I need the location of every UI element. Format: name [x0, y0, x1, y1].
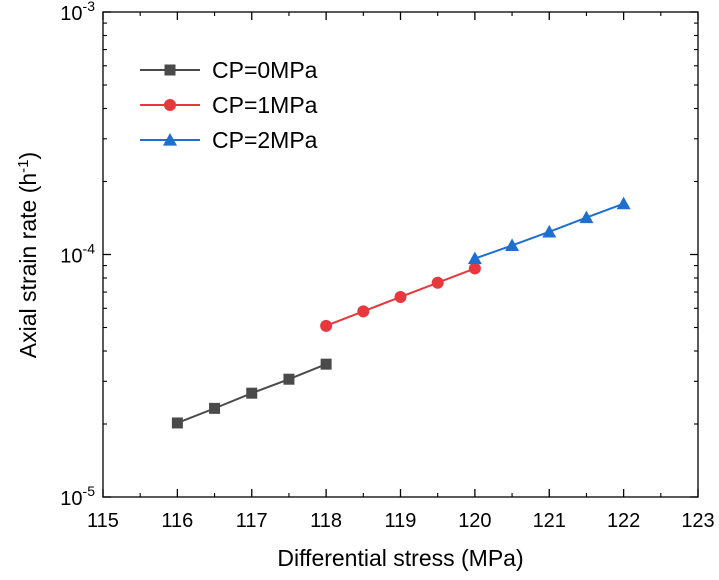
legend-label: CP=0MPa [212, 57, 318, 83]
x-tick-label: 120 [458, 510, 491, 532]
y-axis-label-exponent: -1 [15, 159, 32, 172]
data-point [209, 402, 221, 414]
legend-marker [163, 133, 177, 146]
y-tick-base: 10 [60, 246, 82, 268]
data-series [171, 196, 631, 429]
x-tick-label: 119 [385, 510, 417, 532]
data-point [616, 196, 631, 210]
y-tick-label: 10-5 [60, 483, 95, 510]
data-point [171, 417, 183, 429]
y-tick-label: 10-3 [60, 0, 95, 25]
axes-ticks [102, 11, 699, 498]
x-tick-label: 117 [236, 510, 268, 532]
legend-label: CP=1MPa [212, 92, 318, 118]
x-tick-label: 118 [310, 510, 342, 532]
legend: CP=0MPa CP=1MPa CP=2MPa [140, 57, 318, 153]
y-axis-label-close: ) [15, 152, 41, 160]
data-point [542, 224, 557, 238]
data-point [579, 210, 594, 224]
data-point [320, 319, 333, 332]
x-tick-label: 115 [87, 510, 119, 532]
y-tick-exponent: -4 [83, 241, 96, 257]
legend-label: CP=2MPa [212, 127, 318, 153]
data-point [283, 373, 295, 385]
y-tick-base: 10 [60, 488, 82, 510]
plot-frame [102, 11, 699, 498]
x-tick-label: 121 [533, 510, 566, 532]
y-axis-label: Axial strain rate (h-1) [15, 152, 41, 358]
y-axis-label-main: Axial strain rate (h [15, 173, 41, 358]
data-point [431, 276, 444, 289]
x-tick-label: 122 [607, 510, 640, 532]
data-point [357, 305, 370, 318]
x-axis-label: Differential stress (MPa) [277, 545, 523, 571]
x-tick-label: 116 [161, 510, 193, 532]
legend-marker [164, 99, 176, 111]
legend-marker [164, 64, 176, 76]
data-point [468, 262, 481, 275]
y-tick-exponent: -3 [83, 0, 96, 14]
y-tick-label: 10-4 [60, 241, 95, 268]
data-point [467, 251, 482, 265]
data-point [505, 238, 520, 252]
x-tick-label: 123 [681, 510, 714, 532]
data-point [394, 290, 407, 303]
y-tick-base: 10 [60, 3, 82, 25]
y-tick-exponent: -5 [83, 483, 96, 499]
data-point [320, 358, 332, 370]
data-point [246, 387, 258, 399]
